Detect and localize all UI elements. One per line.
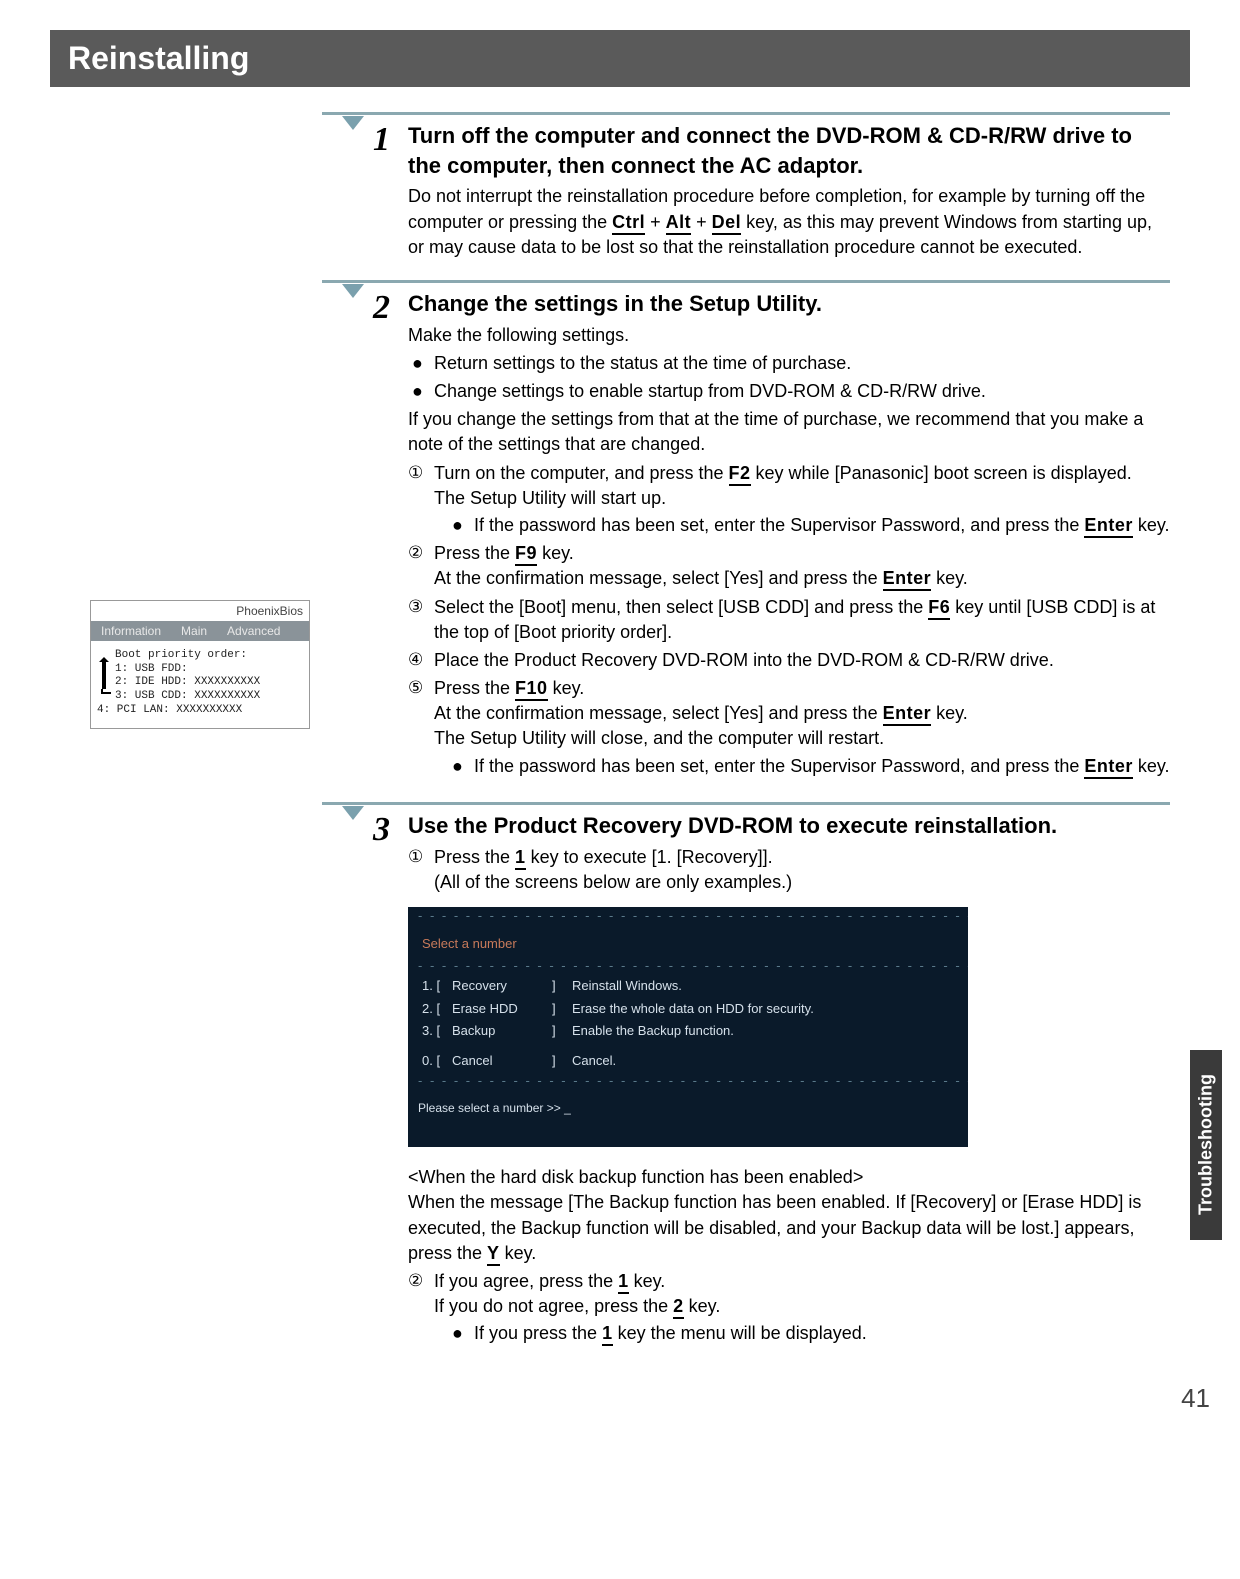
- ctrl-key: Ctrl: [612, 212, 645, 235]
- bios-tab-advanced: Advanced: [217, 621, 290, 641]
- side-tab-troubleshooting: Troubleshooting: [1190, 1050, 1222, 1240]
- sub-item: Press the F9 key. At the confirmation me…: [434, 541, 1170, 591]
- two-key: 2: [673, 1296, 684, 1319]
- bios-title: PhoenixBios: [91, 601, 309, 621]
- bios-tabs: Information Main Advanced: [91, 621, 309, 641]
- console-prompt: Please select a number >> _: [408, 1090, 968, 1147]
- step-2-line2: If you change the settings from that at …: [408, 407, 1170, 457]
- circled-2-icon: ②: [408, 541, 434, 591]
- sub-item: Turn on the computer, and press the F2 k…: [434, 461, 1170, 539]
- page-title: Reinstalling: [68, 40, 249, 76]
- sub-item: Place the Product Recovery DVD-ROM into …: [434, 648, 1170, 673]
- console-row: 2. [Erase HDD]Erase the whole data on HD…: [408, 998, 968, 1020]
- console-row: 1. [Recovery]Reinstall Windows.: [408, 975, 968, 997]
- step-3: 3 Use the Product Recovery DVD-ROM to ex…: [70, 802, 1170, 1350]
- page-header: Reinstalling: [50, 30, 1190, 87]
- bios-body: Boot priority order: 1: USB FDD: 2: IDE …: [91, 641, 309, 728]
- circled-1-icon: ①: [408, 845, 434, 895]
- sub-item: Press the F10 key. At the confirmation m…: [434, 676, 1170, 779]
- bullet-text: Return settings to the status at the tim…: [434, 351, 1170, 376]
- bios-tab-main: Main: [171, 621, 217, 641]
- console-header: Select a number: [408, 925, 968, 957]
- one-key: 1: [515, 847, 526, 870]
- sub-item: Select the [Boot] menu, then select [USB…: [434, 595, 1170, 645]
- console-dashes: - - - - - - - - - - - - - - - - - - - - …: [408, 957, 968, 975]
- content: 1 Turn off the computer and connect the …: [70, 112, 1170, 1349]
- bullet-icon: ●: [412, 351, 434, 376]
- step-3-title: Use the Product Recovery DVD-ROM to exec…: [408, 811, 1170, 841]
- step-arrow-icon: [342, 806, 364, 820]
- sub-item: If you agree, press the 1 key. If you do…: [434, 1269, 1170, 1347]
- bios-tab-info: Information: [91, 621, 171, 641]
- circled-2-icon: ②: [408, 1269, 434, 1347]
- recovery-console: - - - - - - - - - - - - - - - - - - - - …: [408, 907, 968, 1147]
- circled-1-icon: ①: [408, 461, 434, 539]
- step-arrow-icon: [342, 116, 364, 130]
- alt-key: Alt: [666, 212, 692, 235]
- circled-5-icon: ⑤: [408, 676, 434, 779]
- bios-row-1: 1: USB FDD:: [97, 663, 303, 677]
- y-key: Y: [487, 1243, 500, 1266]
- step-arrow-icon: [342, 284, 364, 298]
- bios-row-2: 2: IDE HDD: XXXXXXXXXX: [97, 676, 303, 690]
- enter-key: Enter: [1084, 515, 1133, 538]
- console-row: 3. [Backup]Enable the Backup function.: [408, 1020, 968, 1042]
- step-1: 1 Turn off the computer and connect the …: [70, 112, 1170, 260]
- bios-box: PhoenixBios Information Main Advanced Bo…: [90, 600, 310, 729]
- circled-4-icon: ④: [408, 648, 434, 673]
- bios-row-3: 3: USB CDD: XXXXXXXXXX: [97, 690, 303, 704]
- console-row: [408, 1042, 968, 1050]
- console-dashes: - - - - - - - - - - - - - - - - - - - - …: [408, 1072, 968, 1090]
- bullet-text: Change settings to enable startup from D…: [434, 379, 1170, 404]
- bios-heading: Boot priority order:: [97, 649, 303, 663]
- boot-order-arrow-icon: [97, 649, 111, 695]
- step-2: PhoenixBios Information Main Advanced Bo…: [70, 280, 1170, 782]
- step-1-text: Do not interrupt the reinstallation proc…: [408, 184, 1170, 260]
- one-key: 1: [602, 1323, 613, 1346]
- bullet-icon: ●: [452, 513, 474, 538]
- bullet-icon: ●: [452, 754, 474, 779]
- f2-key: F2: [729, 463, 751, 486]
- step-2-line1: Make the following settings.: [408, 323, 1170, 348]
- del-key: Del: [712, 212, 742, 235]
- backup-note: <When the hard disk backup function has …: [408, 1165, 1170, 1266]
- circled-3-icon: ③: [408, 595, 434, 645]
- console-row: 0. [Cancel]Cancel.: [408, 1050, 968, 1072]
- enter-key: Enter: [883, 703, 932, 726]
- enter-key: Enter: [1084, 756, 1133, 779]
- f9-key: F9: [515, 543, 537, 566]
- console-dashes: - - - - - - - - - - - - - - - - - - - - …: [408, 907, 968, 925]
- bullet-icon: ●: [452, 1321, 474, 1346]
- step-2-title: Change the settings in the Setup Utility…: [408, 289, 1170, 319]
- one-key: 1: [618, 1271, 629, 1294]
- f10-key: F10: [515, 678, 548, 701]
- enter-key: Enter: [883, 568, 932, 591]
- f6-key: F6: [928, 597, 950, 620]
- page-number: 41: [1181, 1383, 1210, 1414]
- step-1-title: Turn off the computer and connect the DV…: [408, 121, 1170, 180]
- sub-item: Press the 1 key to execute [1. [Recovery…: [434, 845, 1170, 895]
- bullet-icon: ●: [412, 379, 434, 404]
- bios-row-4: 4: PCI LAN: XXXXXXXXXX: [97, 704, 303, 718]
